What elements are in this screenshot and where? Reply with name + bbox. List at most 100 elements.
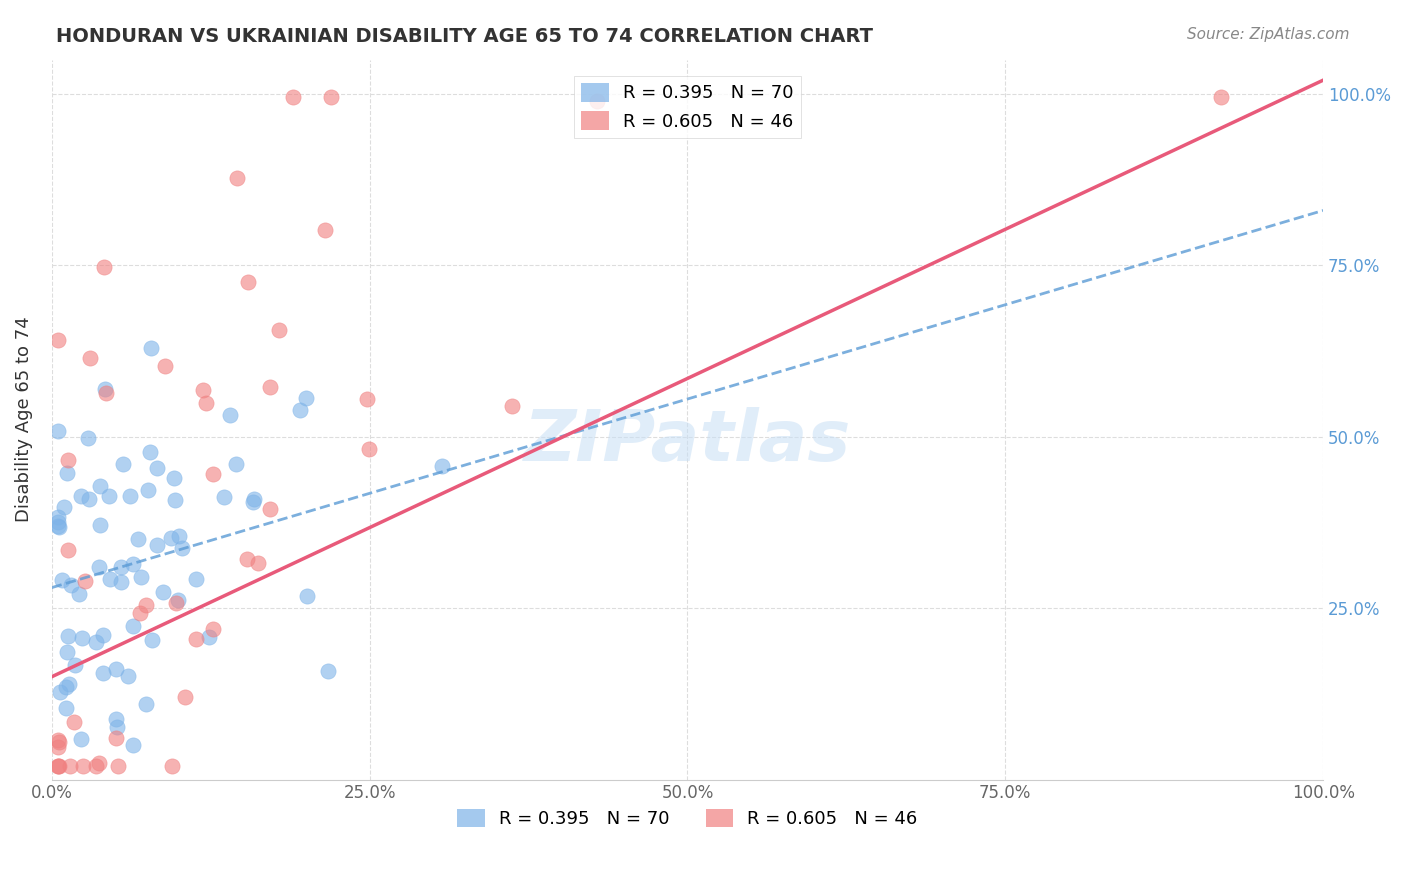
- Hondurans: [46, 424, 69, 438]
- Hondurans: [69, 732, 91, 747]
- Hondurans: [53, 500, 76, 514]
- Hondurans: [46, 516, 69, 530]
- Ukrainians: [89, 756, 111, 770]
- Ukrainians: [236, 552, 259, 566]
- Hondurans: [77, 491, 100, 506]
- Hondurans: [89, 479, 111, 493]
- Ukrainians: [107, 759, 129, 773]
- Ukrainians: [201, 622, 224, 636]
- Hondurans: [122, 739, 145, 753]
- Ukrainians: [586, 94, 609, 108]
- Hondurans: [110, 574, 132, 589]
- Hondurans: [136, 483, 159, 497]
- Hondurans: [104, 712, 127, 726]
- Hondurans: [139, 445, 162, 459]
- Hondurans: [56, 629, 79, 643]
- Hondurans: [89, 518, 111, 533]
- Ukrainians: [48, 759, 70, 773]
- Ukrainians: [94, 385, 117, 400]
- Legend: R = 0.395   N = 70, R = 0.605   N = 46: R = 0.395 N = 70, R = 0.605 N = 46: [450, 802, 925, 836]
- Ukrainians: [46, 732, 69, 747]
- Ukrainians: [236, 275, 259, 289]
- Ukrainians: [259, 501, 281, 516]
- Ukrainians: [93, 260, 115, 274]
- Ukrainians: [105, 731, 128, 746]
- Ukrainians: [357, 442, 380, 456]
- Ukrainians: [46, 759, 69, 773]
- Ukrainians: [46, 333, 69, 347]
- Hondurans: [46, 509, 69, 524]
- Hondurans: [184, 572, 207, 586]
- Ukrainians: [193, 383, 215, 397]
- Hondurans: [55, 680, 77, 694]
- Hondurans: [212, 490, 235, 504]
- Hondurans: [243, 492, 266, 507]
- Text: ZIPatlas: ZIPatlas: [524, 407, 851, 475]
- Hondurans: [48, 520, 70, 534]
- Hondurans: [67, 587, 90, 601]
- Ukrainians: [128, 606, 150, 620]
- Ukrainians: [160, 759, 183, 773]
- Hondurans: [93, 666, 115, 681]
- Hondurans: [197, 631, 219, 645]
- Hondurans: [432, 458, 454, 473]
- Hondurans: [163, 470, 186, 484]
- Ukrainians: [1211, 90, 1233, 104]
- Ukrainians: [283, 90, 305, 104]
- Ukrainians: [46, 739, 69, 754]
- Ukrainians: [72, 759, 94, 773]
- Ukrainians: [165, 596, 187, 610]
- Ukrainians: [259, 380, 281, 394]
- Hondurans: [295, 589, 318, 603]
- Text: Source: ZipAtlas.com: Source: ZipAtlas.com: [1187, 27, 1350, 42]
- Ukrainians: [56, 453, 79, 467]
- Ukrainians: [86, 759, 108, 773]
- Hondurans: [112, 458, 135, 472]
- Ukrainians: [153, 359, 176, 374]
- Hondurans: [77, 431, 100, 445]
- Hondurans: [98, 572, 121, 586]
- Hondurans: [51, 573, 73, 587]
- Hondurans: [288, 403, 311, 417]
- Ukrainians: [314, 223, 336, 237]
- Hondurans: [163, 492, 186, 507]
- Hondurans: [97, 489, 120, 503]
- Hondurans: [146, 461, 169, 475]
- Hondurans: [93, 382, 115, 396]
- Hondurans: [84, 634, 107, 648]
- Hondurans: [152, 585, 174, 599]
- Hondurans: [127, 532, 149, 546]
- Hondurans: [49, 685, 72, 699]
- Hondurans: [58, 677, 80, 691]
- Hondurans: [110, 560, 132, 574]
- Ukrainians: [356, 392, 378, 406]
- Hondurans: [167, 593, 190, 607]
- Hondurans: [91, 627, 114, 641]
- Hondurans: [63, 657, 86, 672]
- Ukrainians: [48, 735, 70, 749]
- Hondurans: [160, 531, 183, 545]
- Ukrainians: [79, 351, 101, 365]
- Y-axis label: Disability Age 65 to 74: Disability Age 65 to 74: [15, 317, 32, 523]
- Hondurans: [170, 541, 193, 555]
- Hondurans: [105, 720, 128, 734]
- Hondurans: [56, 466, 79, 480]
- Ukrainians: [59, 759, 82, 773]
- Hondurans: [120, 489, 142, 503]
- Ukrainians: [135, 599, 157, 613]
- Hondurans: [141, 633, 163, 648]
- Hondurans: [225, 458, 247, 472]
- Hondurans: [104, 662, 127, 676]
- Hondurans: [46, 518, 69, 533]
- Ukrainians: [186, 632, 208, 646]
- Ukrainians: [58, 542, 80, 557]
- Hondurans: [242, 495, 264, 509]
- Hondurans: [121, 557, 143, 571]
- Ukrainians: [73, 574, 96, 588]
- Ukrainians: [501, 399, 523, 413]
- Hondurans: [135, 697, 157, 711]
- Hondurans: [121, 618, 143, 632]
- Ukrainians: [46, 759, 69, 773]
- Hondurans: [316, 665, 339, 679]
- Hondurans: [117, 668, 139, 682]
